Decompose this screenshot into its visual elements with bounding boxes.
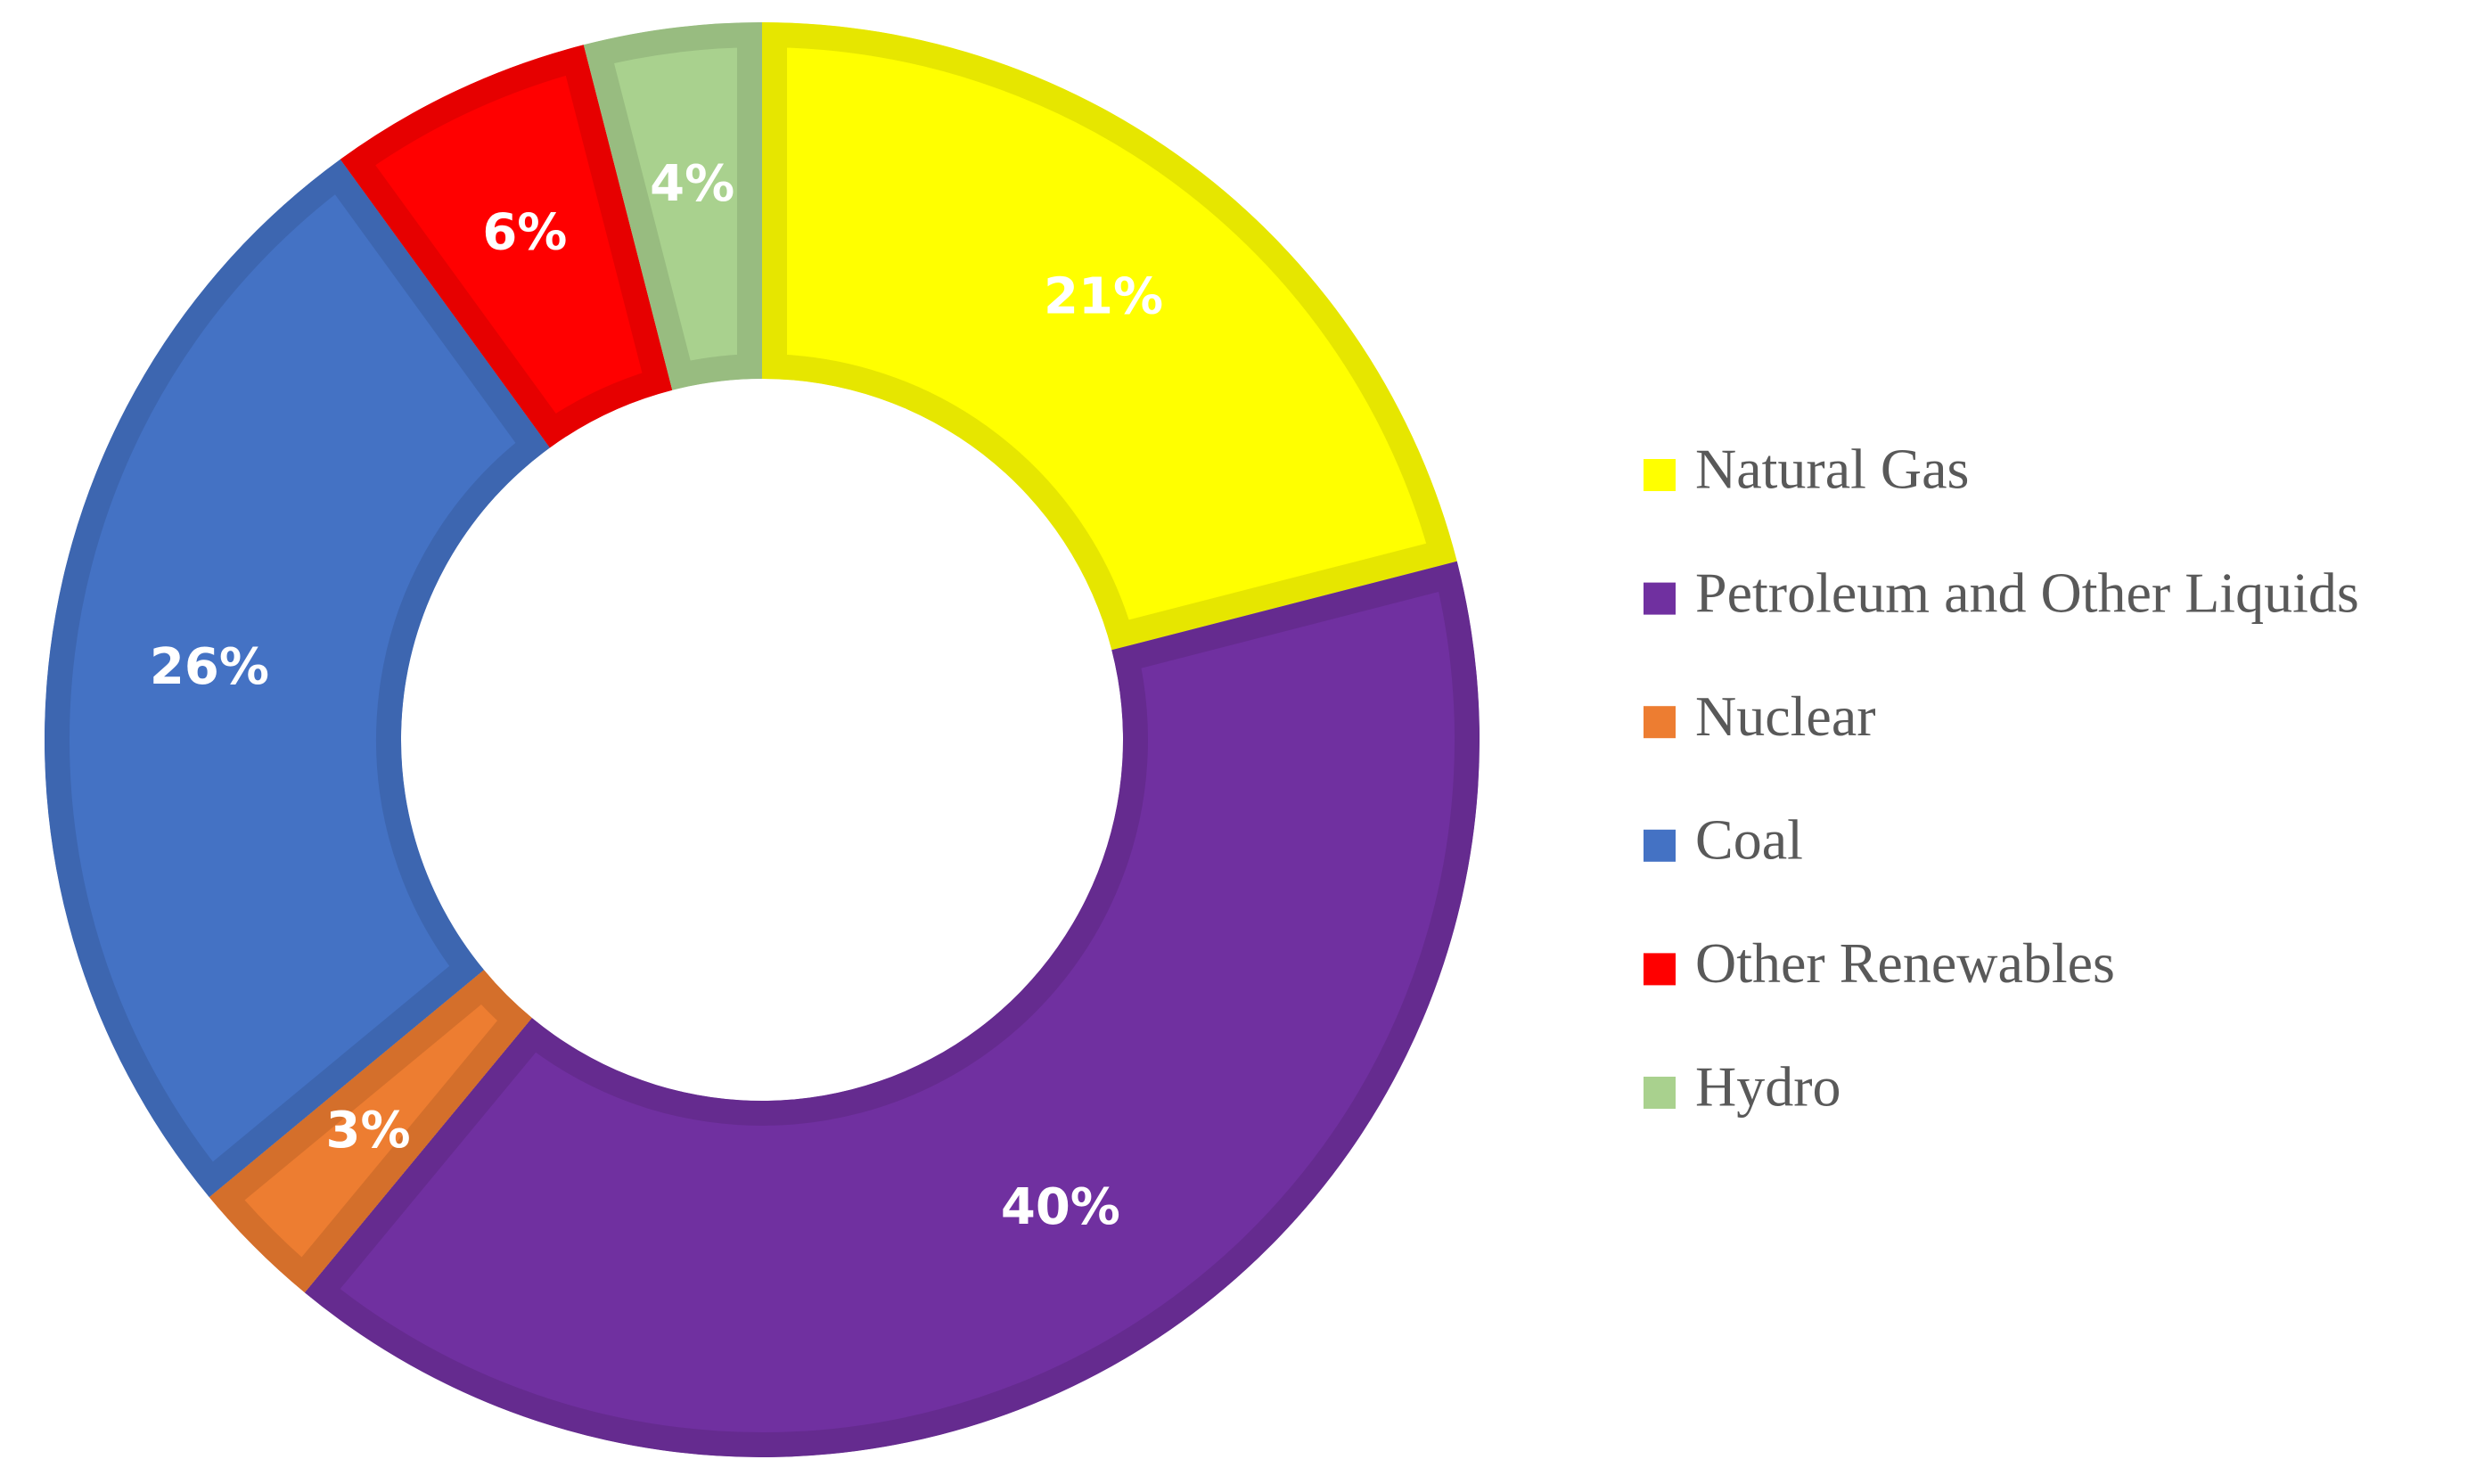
slice-label: 26% [150, 638, 269, 696]
legend-swatch [1644, 1077, 1676, 1109]
legend-swatch [1644, 459, 1676, 491]
slice-label: 6% [482, 204, 567, 262]
legend-swatch [1644, 829, 1676, 862]
legend-swatch [1644, 582, 1676, 615]
legend-label: Nuclear [1695, 685, 1876, 748]
legend-swatch [1644, 953, 1676, 986]
legend-label: Other Renewables [1695, 931, 2115, 995]
legend-label: Hydro [1695, 1055, 1841, 1119]
slice [762, 22, 1457, 651]
slice-label: 3% [326, 1102, 411, 1160]
legend-label: Natural Gas [1695, 438, 1969, 501]
slice-label: 40% [1001, 1178, 1120, 1236]
slice-label: 21% [1044, 267, 1163, 325]
legend-swatch [1644, 706, 1676, 739]
legend-label: Coal [1695, 808, 1803, 871]
slice-label: 4% [650, 155, 734, 213]
legend-label: Petroleum and Other Liquids [1695, 561, 2359, 624]
